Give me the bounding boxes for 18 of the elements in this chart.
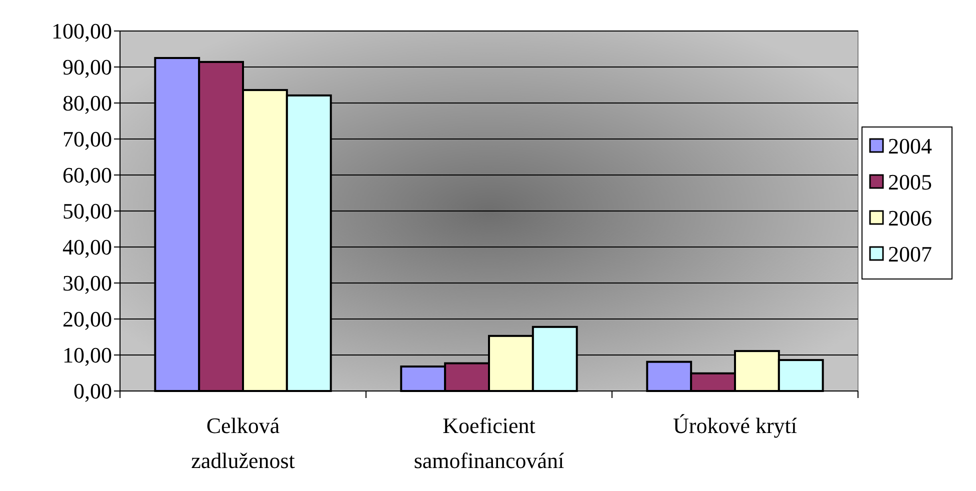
y-tick-label: 70,00 [62,126,112,152]
y-tick-label: 80,00 [62,90,112,116]
legend-label: 2004 [888,134,932,159]
y-tick-label: 30,00 [62,270,112,296]
y-tick-label: 90,00 [62,54,112,80]
y-tick-label: 20,00 [62,306,112,332]
y-tick-label: 60,00 [62,162,112,188]
legend-label: 2006 [888,206,932,231]
y-tick-label: 50,00 [62,198,112,224]
legend-label: 2007 [888,242,932,267]
y-tick-label: 40,00 [62,234,112,260]
x-tick-label: Koeficient samofinancování [414,413,564,473]
x-tick-label: Úrokové krytí [672,413,798,438]
legend-label: 2005 [888,170,932,195]
y-tick-label: 0,00 [74,378,112,404]
x-tick-label: Celková zadluženost [191,413,295,473]
y-tick-label: 10,00 [62,342,112,368]
y-tick-label: 100,00 [52,18,112,44]
